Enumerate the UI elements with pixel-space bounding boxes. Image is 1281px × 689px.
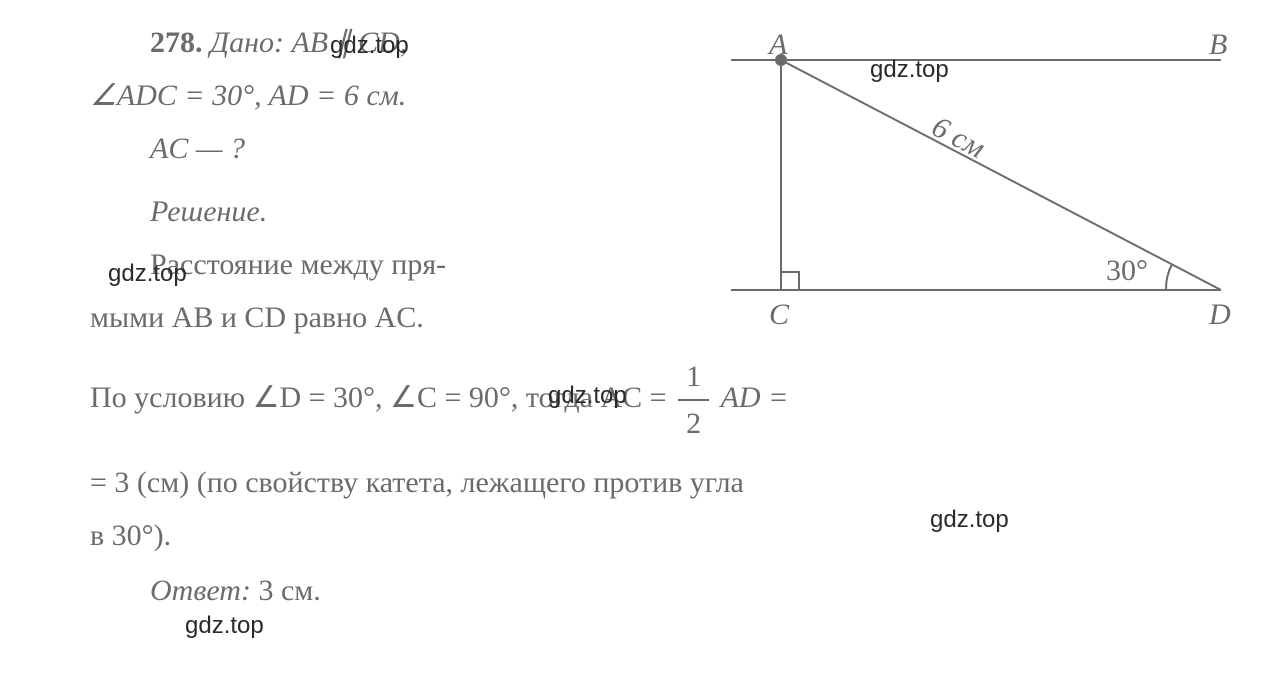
problem-given-line1: 278. Дано: AB ∥ CD, — [90, 20, 690, 65]
solution-label: Решение. — [90, 189, 690, 234]
label-a: A — [769, 22, 787, 67]
label-d: D — [1209, 292, 1231, 337]
answer-label: Ответ: — [150, 574, 251, 607]
fraction-half: 1 2 — [678, 354, 709, 446]
solution-line-1a: Расстояние между пря- — [90, 242, 690, 287]
problem-number: 278. — [150, 26, 203, 59]
right-angle-mark — [781, 272, 799, 290]
problem-given-line2: ∠ADC = 30°, AD = 6 см. — [90, 73, 690, 118]
solution-text-2-end: AD = — [721, 381, 789, 414]
angle-arc — [1166, 264, 1172, 290]
geometry-diagram: A B C D 6 см 30° — [711, 30, 1241, 320]
given-label: Дано: — [210, 26, 284, 59]
fraction-denominator: 2 — [678, 401, 709, 446]
problem-question: AC — ? — [90, 126, 690, 171]
solution-line-2: По условию ∠D = 30°, ∠C = 90°, тогда AC … — [90, 354, 1241, 446]
label-b: B — [1209, 22, 1227, 67]
solution-line-4: в 30°). — [90, 513, 1241, 558]
solution-text-2: По условию ∠D = 30°, ∠C = 90°, тогда AC … — [90, 381, 674, 414]
fraction-numerator: 1 — [678, 354, 709, 401]
solution-line-3: = 3 (см) (по свойству катета, лежащего п… — [90, 460, 1241, 505]
answer-line: Ответ: 3 см. — [90, 568, 1241, 613]
diagram-svg — [711, 30, 1241, 320]
given-text-1: AB ∥ CD, — [291, 26, 407, 59]
answer-value: 3 см. — [258, 574, 320, 607]
label-c: C — [769, 292, 789, 337]
label-angle: 30° — [1106, 248, 1148, 293]
line-ad — [781, 60, 1221, 290]
